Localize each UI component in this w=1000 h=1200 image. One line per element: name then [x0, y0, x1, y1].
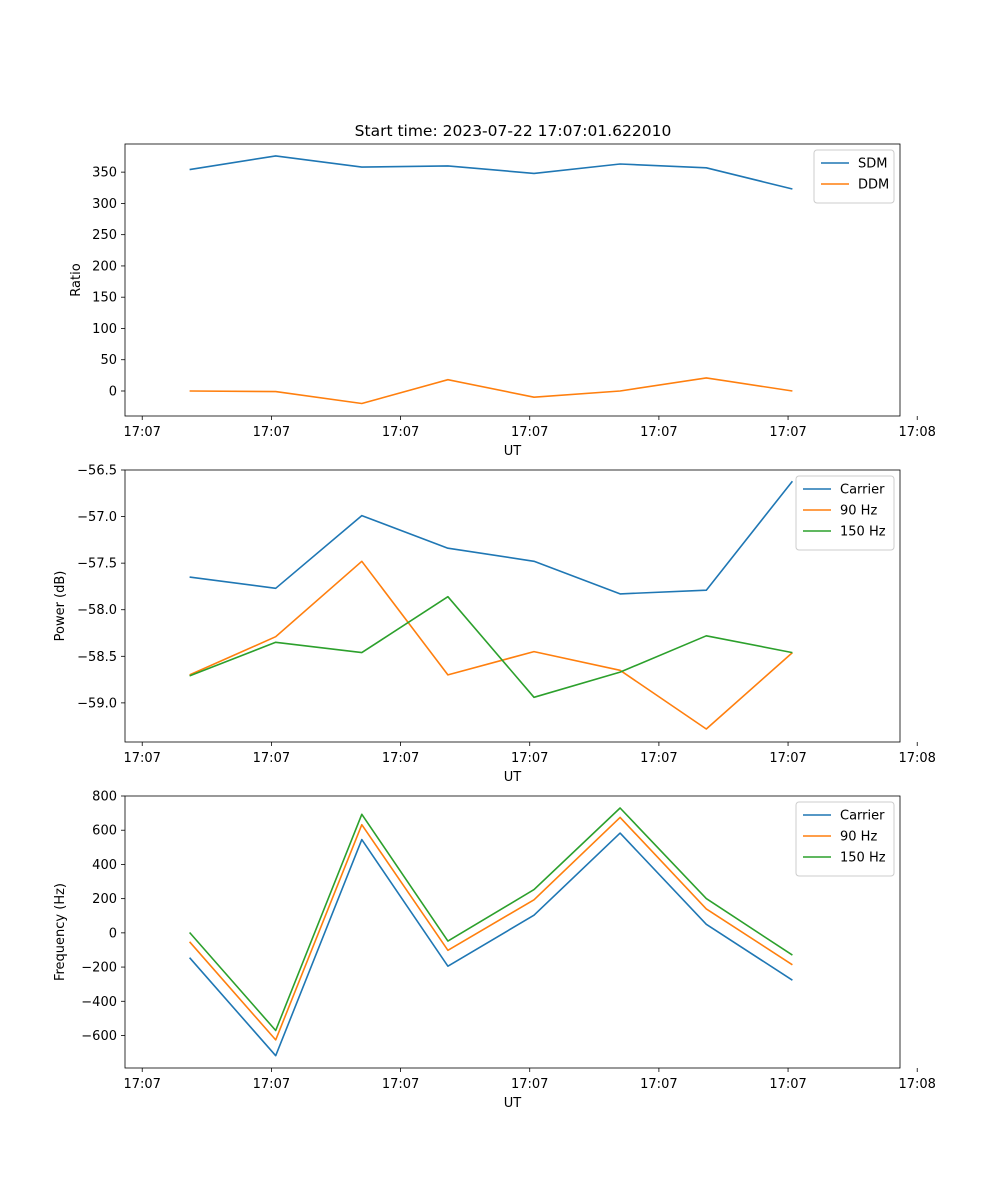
series-line-sdm [189, 155, 793, 190]
x-tick-label: 17:07 [253, 751, 290, 766]
y-tick-label: −57.0 [77, 510, 117, 525]
axes-frame [124, 469, 901, 743]
x-tick-label: 17:07 [511, 1077, 548, 1092]
x-tick-label: 17:07 [253, 425, 290, 440]
legend-label: Carrier [840, 809, 885, 824]
x-tick-label: 17:07 [640, 751, 677, 766]
series-line-150-hz [189, 595, 793, 699]
legend: Carrier 90 Hz 150 Hz [795, 475, 895, 551]
y-tick-label: 400 [92, 858, 117, 873]
axes-frame [124, 795, 901, 1069]
x-tick-label: 17:07 [640, 425, 677, 440]
x-tick-label: 17:07 [769, 1077, 806, 1092]
y-tick-label: 50 [100, 353, 117, 368]
legend-label: 150 Hz [840, 851, 886, 866]
x-tick-label: 17:07 [123, 751, 160, 766]
x-axis-label: UT [504, 444, 522, 459]
y-tick-label: −56.5 [77, 464, 117, 479]
x-tick-label: 17:08 [898, 1077, 935, 1092]
y-axis-label: Frequency (Hz) [53, 883, 68, 981]
y-tick-label: −57.5 [77, 557, 117, 572]
y-tick-label: −400 [81, 995, 117, 1010]
y-tick-label: −58.0 [77, 603, 117, 618]
x-tick-label: 17:07 [769, 751, 806, 766]
legend-label: 150 Hz [840, 525, 886, 540]
legend-label: DDM [858, 178, 889, 193]
x-tick-label: 17:07 [640, 1077, 677, 1092]
y-tick-label: −600 [81, 1029, 117, 1044]
y-tick-label: 800 [92, 790, 117, 805]
y-tick-label: 200 [92, 259, 117, 274]
legend-label: 90 Hz [840, 830, 877, 845]
series-line-carrier [188, 832, 793, 1057]
legend-label: 90 Hz [840, 504, 877, 519]
figure-title: Start time: 2023-07-22 17:07:01.622010 [355, 122, 672, 140]
x-tick-label: 17:07 [382, 751, 419, 766]
x-tick-label: 17:07 [123, 425, 160, 440]
series-line-150-hz [188, 807, 793, 1032]
x-tick-label: 17:07 [382, 1077, 419, 1092]
y-tick-label: 350 [92, 166, 117, 181]
y-tick-label: 100 [92, 322, 117, 337]
legend: Carrier 90 Hz 150 Hz [795, 801, 895, 877]
x-tick-label: 17:07 [511, 751, 548, 766]
x-axis-label: UT [504, 1096, 522, 1111]
y-axis-label: Ratio [69, 263, 84, 296]
y-tick-label: 250 [92, 228, 117, 243]
y-tick-label: 150 [92, 291, 117, 306]
legend: SDM DDM [813, 149, 895, 204]
y-tick-label: 300 [92, 197, 117, 212]
x-tick-label: 17:07 [511, 425, 548, 440]
y-tick-label: −59.0 [77, 696, 117, 711]
chart-panel-ratio: 17:07 17:07 17:07 17:07 17:07 17:07 17:08 0 50 10… [69, 143, 936, 459]
series-line-90-hz [189, 560, 793, 730]
legend-label: Carrier [840, 483, 885, 498]
x-tick-label: 17:08 [898, 425, 935, 440]
axes-frame [124, 143, 901, 417]
series-line-ddm [189, 377, 793, 405]
x-axis-label: UT [504, 770, 522, 785]
chart-panel-frequency: 17:07 17:07 17:07 17:07 17:07 17:07 17:08 −600 −… [53, 790, 936, 1112]
x-tick-label: 17:07 [769, 425, 806, 440]
y-tick-label: −200 [81, 961, 117, 976]
y-tick-label: 0 [109, 384, 117, 399]
y-axis-label: Power (dB) [53, 571, 68, 642]
y-tick-label: 0 [109, 926, 117, 941]
y-tick-label: 600 [92, 824, 117, 839]
x-tick-label: 17:07 [253, 1077, 290, 1092]
series-line-carrier [189, 480, 794, 595]
chart-panel-power: 17:07 17:07 17:07 17:07 17:07 17:07 17:08 −59.0… [53, 464, 936, 786]
y-tick-label: −58.5 [77, 650, 117, 665]
x-tick-label: 17:07 [123, 1077, 160, 1092]
series-line-90-hz [188, 816, 793, 1041]
legend-label: SDM [858, 157, 887, 172]
y-tick-label: 200 [92, 892, 117, 907]
x-tick-label: 17:08 [898, 751, 935, 766]
x-tick-label: 17:07 [382, 425, 419, 440]
